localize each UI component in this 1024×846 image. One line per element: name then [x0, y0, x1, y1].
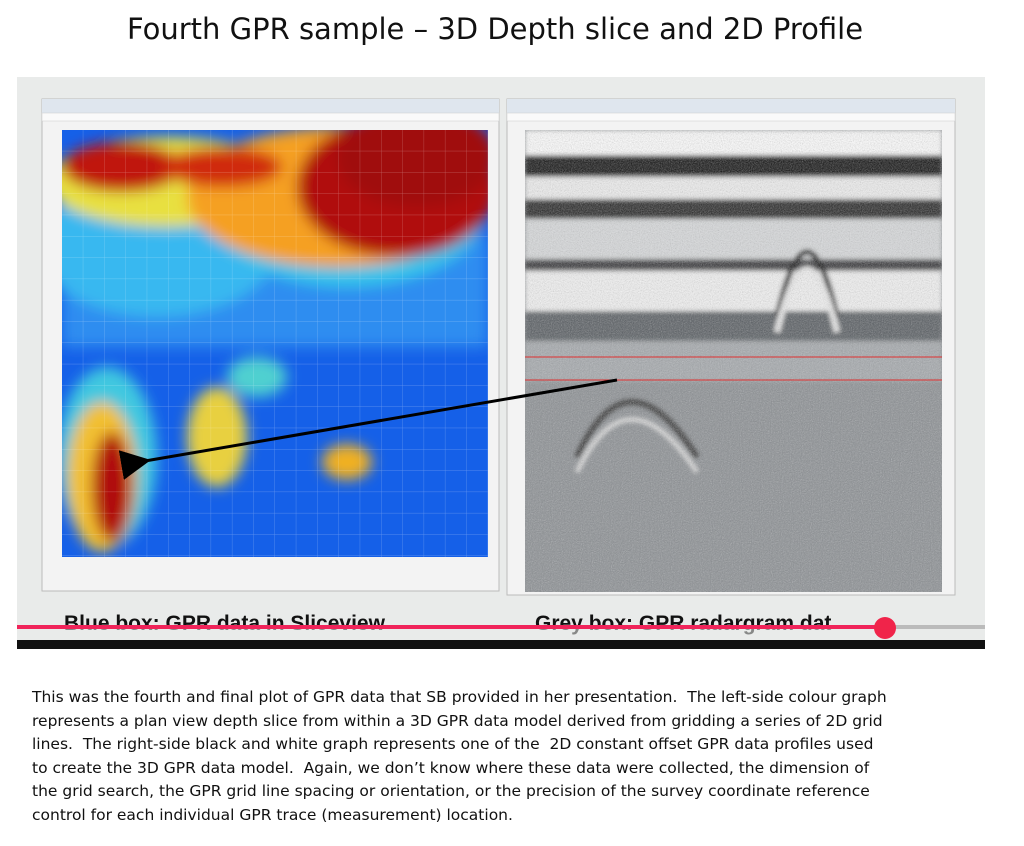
progress-bar[interactable] [17, 625, 885, 629]
video-frame: Blue box: GPR data in Sliceview Grey box… [17, 77, 985, 649]
progress-handle[interactable] [874, 617, 896, 639]
paragraph-line: the grid search, the GPR grid line spaci… [32, 782, 870, 800]
arrow [118, 378, 618, 480]
right-ruler [506, 112, 956, 122]
paragraph-line: control for each individual GPR trace (m… [32, 805, 513, 824]
left-ruler [41, 112, 500, 122]
title: Fourth GPR sample – 3D Depth slice and 2… [126, 12, 864, 46]
radargram [525, 130, 942, 592]
paragraph-line: represents a plan view depth slice from … [32, 711, 883, 730]
paragraph-line: This was the fourth and final plot of GP… [32, 688, 887, 706]
paragraph: This was the fourth and final plot of GP… [32, 686, 887, 827]
right-titlebar [507, 99, 955, 113]
paragraph-line: to create the 3D GPR data model. Again, … [32, 758, 870, 777]
depth-slice [62, 130, 488, 557]
left-titlebar [42, 99, 499, 113]
paragraph-line: lines. The right-side black and white gr… [32, 735, 874, 753]
frame-bottom [17, 640, 985, 649]
